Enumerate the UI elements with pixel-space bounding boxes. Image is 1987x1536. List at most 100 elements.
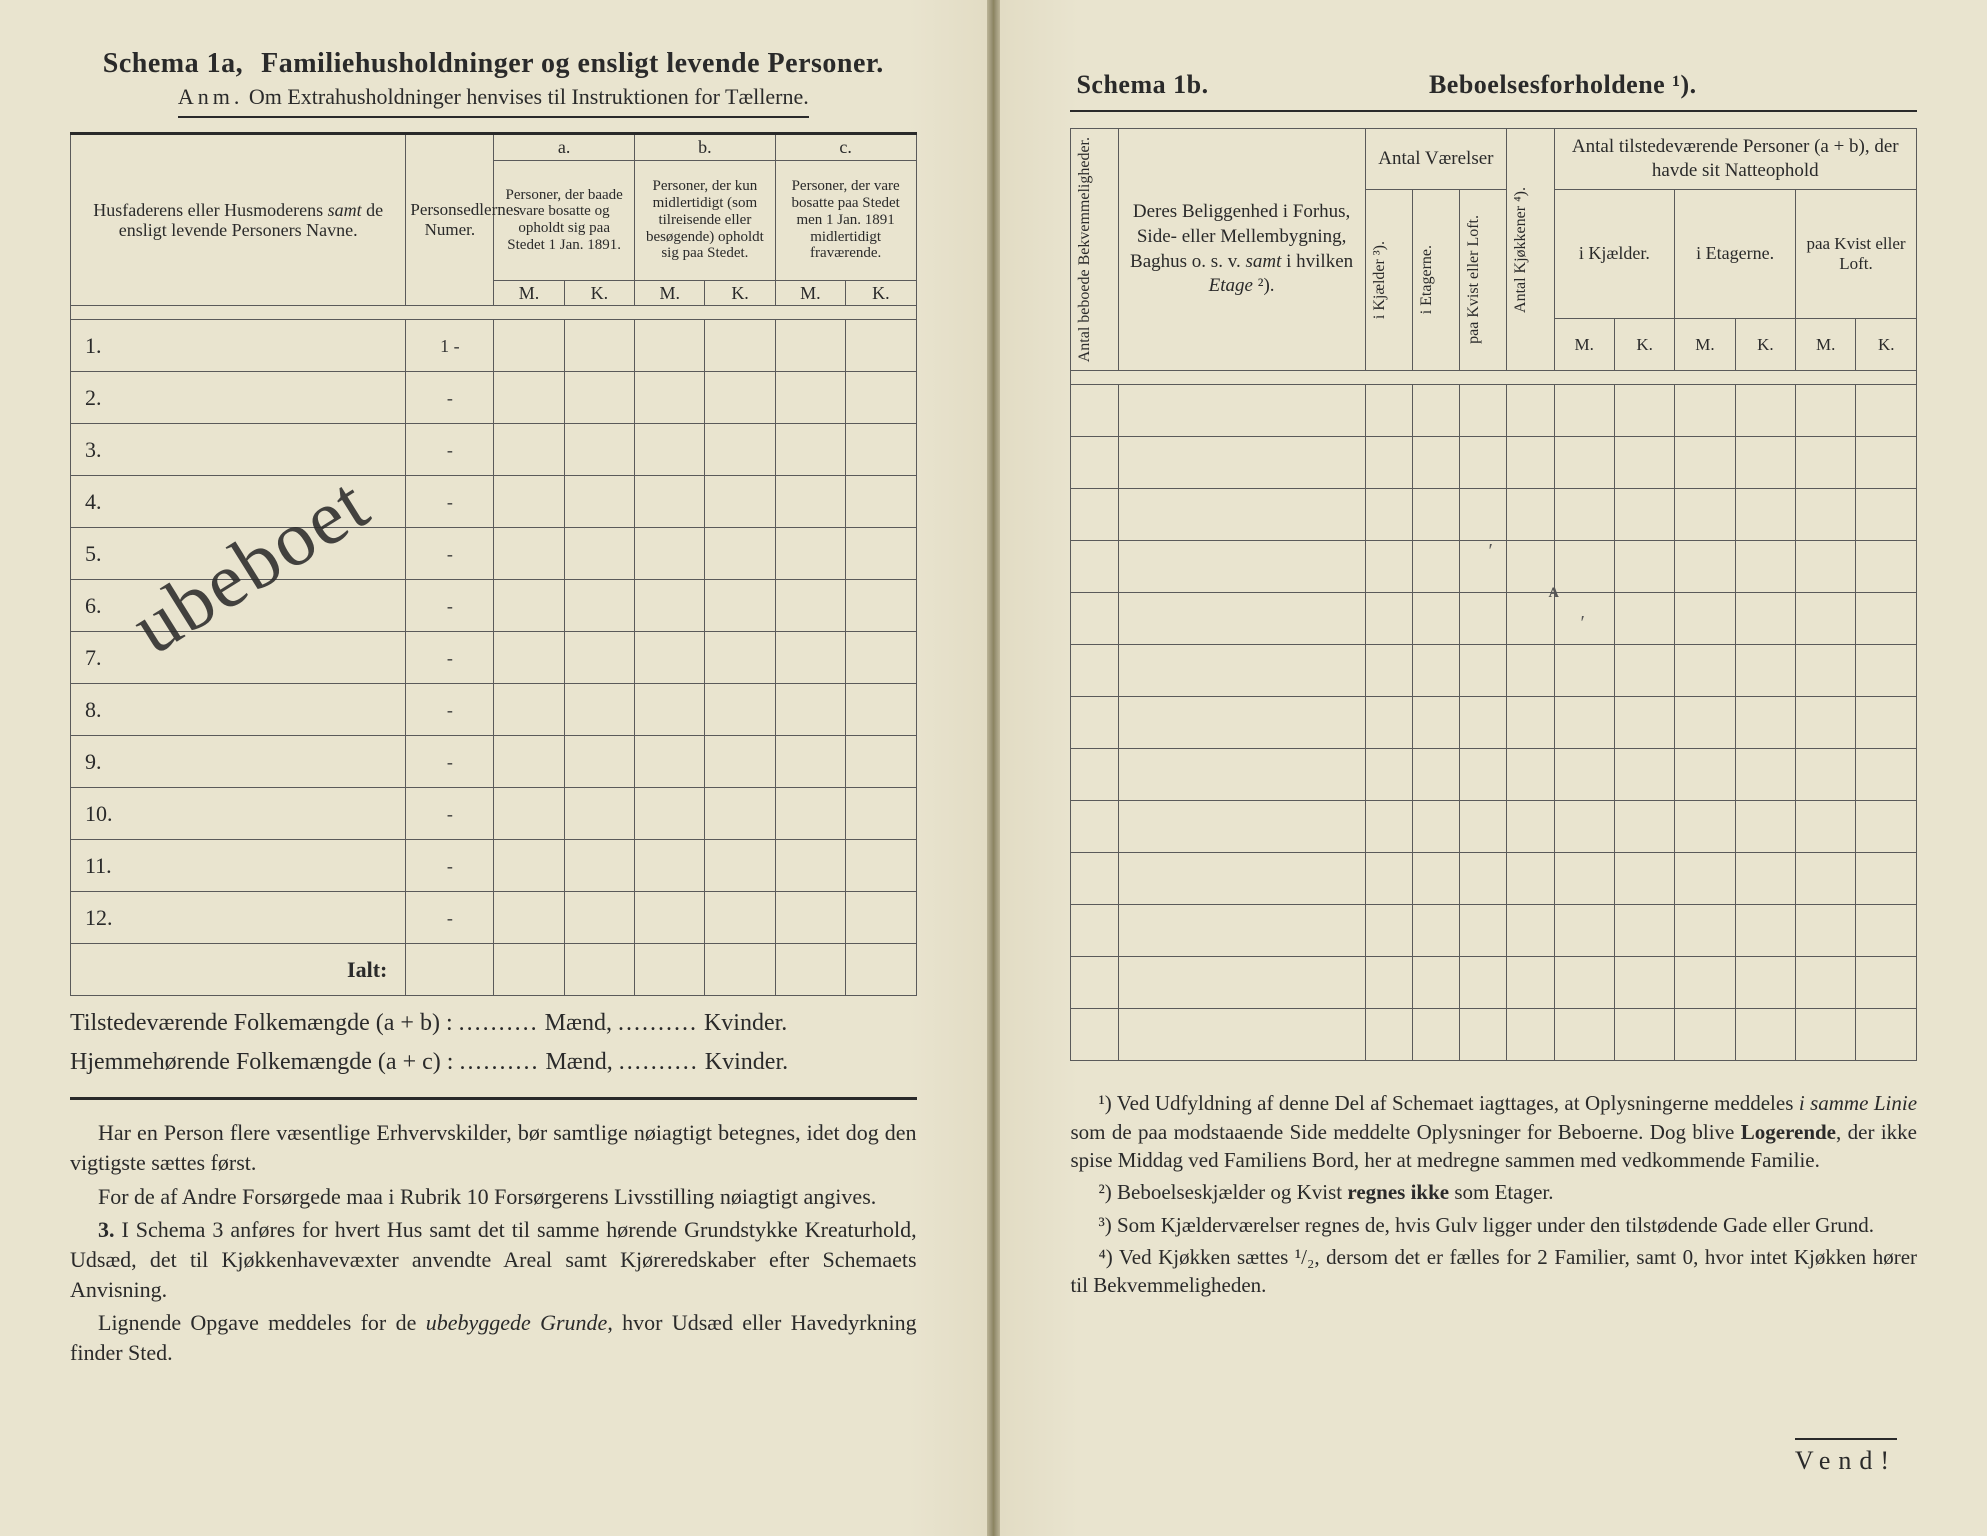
cell	[1071, 1009, 1118, 1061]
ialt-label: Ialt:	[71, 944, 406, 996]
table-row: 12.-	[71, 892, 917, 944]
cell	[1554, 905, 1614, 957]
cell	[775, 580, 845, 632]
totals-line-1: Tilstedeværende Folkemængde (a + b) : ..…	[70, 1004, 917, 1042]
cell	[1071, 801, 1118, 853]
cell	[1735, 541, 1795, 593]
cell	[406, 944, 494, 996]
row-label: 1.	[71, 320, 406, 372]
table-row: 5.-	[71, 528, 917, 580]
cell	[1365, 801, 1412, 853]
cell	[846, 580, 916, 632]
cell	[1412, 905, 1459, 957]
schema-1b-table: Antal beboede Bekvemmeligheder. Deres Be…	[1070, 128, 1917, 1061]
cell	[846, 528, 916, 580]
row-label: 12.	[71, 892, 406, 944]
cell-num: -	[406, 736, 494, 788]
cell	[1365, 957, 1412, 1009]
cell	[494, 840, 564, 892]
cell	[1675, 905, 1735, 957]
head-spacer	[1071, 371, 1917, 385]
cell	[1796, 749, 1856, 801]
cell	[494, 684, 564, 736]
cell	[1675, 645, 1735, 697]
cell	[1796, 593, 1856, 645]
cell	[1460, 489, 1507, 541]
cell-num: -	[406, 684, 494, 736]
cell	[1675, 697, 1735, 749]
cell	[1554, 489, 1614, 541]
cell	[1460, 853, 1507, 905]
cell	[775, 684, 845, 736]
cell-num: -	[406, 476, 494, 528]
schema-1a-title: Familiehusholdninger og ensligt levende …	[261, 48, 884, 79]
cell	[1460, 593, 1507, 645]
left-title-block: Schema 1a, Familiehusholdninger og ensli…	[70, 48, 917, 118]
cell	[1614, 437, 1674, 489]
cell	[1507, 801, 1554, 853]
cell	[1365, 853, 1412, 905]
cell	[1554, 645, 1614, 697]
cell-num: -	[406, 424, 494, 476]
cell	[564, 788, 634, 840]
right-title-block: Schema 1b. Beboelsesforholdene ¹).	[1070, 70, 1917, 112]
col-c-label: c.	[775, 134, 916, 161]
cell	[1507, 957, 1554, 1009]
col-kjokken-text: Antal Kjøkkener ⁴).	[1510, 181, 1532, 319]
cell	[1460, 385, 1507, 437]
col-natte-kv: paa Kvist eller Loft.	[1796, 189, 1917, 319]
cell	[705, 424, 775, 476]
cell	[775, 424, 845, 476]
table-row	[1071, 593, 1917, 645]
cell	[1412, 385, 1459, 437]
totals-kvinder: Kvinder.	[705, 1049, 788, 1075]
cell	[846, 684, 916, 736]
cell	[775, 736, 845, 788]
totals-line-2: Hjemmehørende Folkemængde (a + c) : ....…	[70, 1043, 917, 1081]
cell	[1735, 697, 1795, 749]
cell	[1735, 645, 1795, 697]
instr-p4: Lignende Opgave meddeles for de ubebygge…	[70, 1308, 917, 1367]
cell	[846, 840, 916, 892]
table-row: 4.-	[71, 476, 917, 528]
cell	[1856, 645, 1917, 697]
cell	[1796, 645, 1856, 697]
cell	[1365, 541, 1412, 593]
totals-maend: Mænd,	[545, 1049, 612, 1075]
cell	[1365, 437, 1412, 489]
col-kvist: paa Kvist eller Loft.	[1460, 189, 1507, 371]
cell	[564, 372, 634, 424]
table-row: 3.-	[71, 424, 917, 476]
cell	[1856, 853, 1917, 905]
cell	[1675, 749, 1735, 801]
dots: ..........	[618, 1010, 698, 1036]
cell	[1796, 957, 1856, 1009]
col-etagerne: i Etagerne.	[1412, 189, 1459, 371]
cell	[775, 320, 845, 372]
row-label: 5.	[71, 528, 406, 580]
cell	[1118, 853, 1365, 905]
cell	[1118, 541, 1365, 593]
cell	[1365, 645, 1412, 697]
col-a-label: a.	[494, 134, 635, 161]
cell	[1365, 905, 1412, 957]
cell	[1796, 385, 1856, 437]
col-b-label: b.	[635, 134, 776, 161]
cell	[1856, 541, 1917, 593]
col-a-m: M.	[494, 280, 564, 306]
col-a-text: Personer, der baade vare bosatte og opho…	[494, 160, 635, 280]
col-natte: Antal tilstedeværende Personer (a + b), …	[1554, 129, 1916, 190]
cell	[494, 372, 564, 424]
cell	[1412, 437, 1459, 489]
cell	[1118, 645, 1365, 697]
cell	[1118, 749, 1365, 801]
cell	[494, 476, 564, 528]
cell	[1460, 905, 1507, 957]
table-row	[1071, 1009, 1917, 1061]
cell	[846, 320, 916, 372]
cell-num: -	[406, 788, 494, 840]
schema-1a-body: 1.1 -2.-3.-4.-5.-6.-7.-8.-9.-10.-11.-12.…	[71, 320, 917, 996]
cell	[1118, 801, 1365, 853]
cell	[1735, 489, 1795, 541]
col-etagerne-text: i Etagerne.	[1416, 239, 1438, 320]
